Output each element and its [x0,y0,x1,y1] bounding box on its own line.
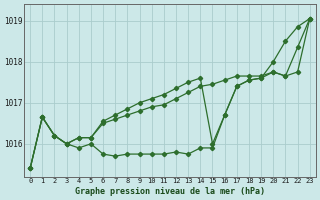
X-axis label: Graphe pression niveau de la mer (hPa): Graphe pression niveau de la mer (hPa) [75,187,265,196]
